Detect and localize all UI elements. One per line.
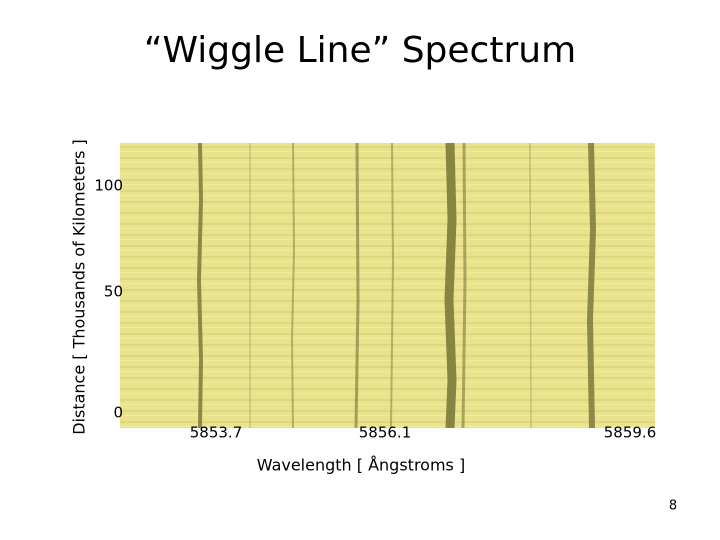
spectrum-image <box>120 142 655 429</box>
absorption-line <box>354 142 360 429</box>
absorption-line <box>390 142 395 429</box>
x-axis-label: Wavelength [ Ångstroms ] <box>257 456 465 475</box>
absorption-line <box>196 142 204 429</box>
y-axis-label: Distance [ Thousands of Kilometers ] <box>70 139 89 435</box>
y-tick-label: 0 <box>113 404 123 422</box>
spectrum-background <box>120 143 655 428</box>
absorption-line <box>461 142 467 429</box>
page-number: 8 <box>669 499 677 514</box>
absorption-line <box>529 142 532 429</box>
absorption-lines <box>196 142 597 429</box>
absorption-line <box>290 142 296 429</box>
absorption-line <box>444 142 457 429</box>
slide-title: “Wiggle Line” Spectrum <box>144 30 576 71</box>
x-tick-label: 5859.6 <box>604 424 657 442</box>
y-tick-label: 50 <box>104 283 123 301</box>
absorption-line <box>586 142 597 429</box>
y-tick-label: 100 <box>94 177 123 195</box>
x-tick-label: 5853.7 <box>190 424 243 442</box>
x-tick-label: 5856.1 <box>359 424 412 442</box>
